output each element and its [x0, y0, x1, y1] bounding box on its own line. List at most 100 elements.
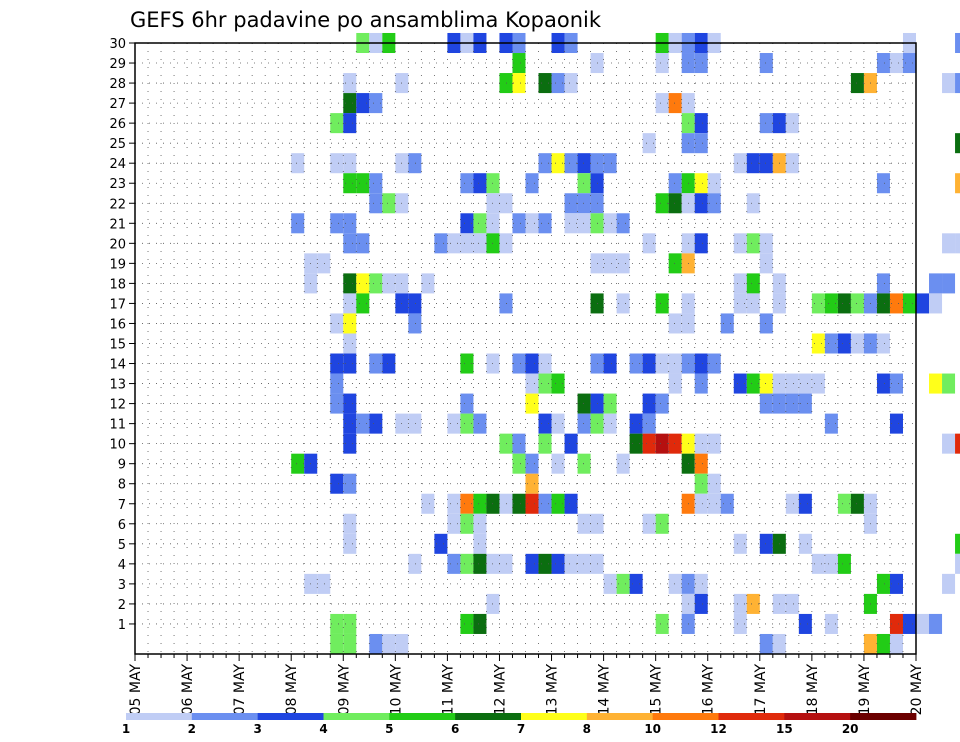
heatmap-cell	[460, 353, 474, 374]
heatmap-cell	[564, 553, 578, 574]
heatmap-cell	[629, 353, 643, 374]
heatmap-cell	[512, 433, 526, 454]
heatmap-cell	[694, 113, 708, 134]
heatmap-cell	[551, 553, 565, 574]
heatmap-cell	[330, 113, 344, 134]
legend-label: 6	[451, 722, 459, 736]
heatmap-cell	[902, 293, 916, 314]
heatmap-cell	[343, 113, 357, 134]
heatmap-cell	[356, 293, 370, 314]
heatmap-cell	[473, 513, 487, 534]
heatmap-cell	[668, 433, 682, 454]
heatmap-cell	[343, 353, 357, 374]
heatmap-cell	[538, 73, 552, 94]
heatmap-cell	[564, 193, 578, 214]
heatmap-cell	[564, 73, 578, 94]
x-axis: 05 MAY 06 MAY 07 MAY 08 MAY 09 MAY 10 MAY 11 M…	[128, 654, 925, 715]
heatmap-cell	[642, 513, 656, 534]
x-tick-label: 18 MAY	[805, 664, 821, 716]
heatmap-cell	[929, 293, 943, 314]
heatmap-cell	[955, 133, 960, 154]
heatmap-cell	[916, 293, 930, 314]
heatmap-cell	[616, 453, 630, 474]
heatmap-cell	[343, 613, 357, 634]
legend-label: 7	[517, 722, 525, 736]
y-tick-label: 6	[118, 518, 126, 533]
heatmap-cell	[642, 433, 656, 454]
heatmap-cell	[525, 173, 539, 194]
legend-label: 10	[644, 722, 661, 736]
heatmap-cell	[343, 213, 357, 234]
heatmap-cell	[876, 53, 890, 74]
heatmap-cell	[525, 213, 539, 234]
heatmap-cell	[642, 233, 656, 254]
heatmap-cell	[824, 613, 838, 634]
heatmap-cell	[343, 153, 357, 174]
x-tick-label: 09 MAY	[336, 664, 352, 716]
heatmap-cell	[408, 413, 422, 434]
legend-label: 2	[188, 722, 196, 736]
heatmap-cell	[330, 313, 344, 334]
heatmap-cell	[408, 293, 422, 314]
heatmap-cell	[694, 493, 708, 514]
heatmap-cell	[343, 633, 357, 654]
legend-label: 1	[122, 722, 130, 736]
heatmap-cell	[811, 333, 825, 354]
heatmap-cell	[447, 553, 461, 574]
heatmap-cell	[889, 633, 903, 654]
heatmap-cell	[291, 153, 305, 174]
x-tick-label: 20 MAY	[909, 664, 925, 716]
heatmap-cell	[955, 173, 960, 194]
legend-label: 4	[319, 722, 327, 736]
heatmap-cell	[551, 453, 565, 474]
heatmap-cell	[369, 173, 383, 194]
heatmap-cell	[655, 193, 669, 214]
heatmap-cell	[668, 313, 682, 334]
heatmap-cell	[642, 393, 656, 414]
heatmap-cell	[694, 353, 708, 374]
y-tick-label: 30	[109, 37, 126, 52]
y-tick-label: 24	[109, 157, 126, 172]
y-tick-label: 1	[118, 618, 126, 633]
y-tick-label: 13	[109, 378, 126, 393]
heatmap-cell	[798, 533, 812, 554]
heatmap-cell	[811, 553, 825, 574]
y-tick-label: 10	[109, 438, 126, 453]
heatmap-cells	[291, 32, 960, 654]
heatmap-cell	[421, 493, 435, 514]
heatmap-cell	[837, 553, 851, 574]
heatmap-cell	[707, 473, 721, 494]
y-tick-label: 11	[109, 418, 126, 433]
heatmap-cell	[473, 233, 487, 254]
heatmap-cell	[694, 373, 708, 394]
heatmap-cell	[512, 353, 526, 374]
legend-swatch	[389, 713, 456, 720]
heatmap-cell	[720, 493, 734, 514]
heatmap-cell	[902, 613, 916, 634]
heatmap-cell	[850, 493, 864, 514]
heatmap-cell	[551, 413, 565, 434]
heatmap-cell	[330, 353, 344, 374]
heatmap-cell	[603, 353, 617, 374]
heatmap-cell	[616, 253, 630, 274]
heatmap-cell	[538, 553, 552, 574]
heatmap-cell	[759, 633, 773, 654]
heatmap-cell	[655, 433, 669, 454]
heatmap-cell	[343, 73, 357, 94]
heatmap-cell	[759, 393, 773, 414]
heatmap-cell	[551, 73, 565, 94]
legend-label: 5	[385, 722, 393, 736]
heatmap-cell	[837, 293, 851, 314]
x-tick-label: 07 MAY	[232, 664, 248, 716]
x-tick-label: 08 MAY	[284, 664, 300, 716]
heatmap-cell	[955, 433, 960, 454]
heatmap-cell	[460, 493, 474, 514]
heatmap-cell	[655, 393, 669, 414]
heatmap-cell	[955, 553, 960, 574]
heatmap-cell	[655, 513, 669, 534]
heatmap-cell	[330, 633, 344, 654]
heatmap-cell	[473, 213, 487, 234]
heatmap-cell	[785, 373, 799, 394]
heatmap-cell	[460, 173, 474, 194]
heatmap-cell	[942, 433, 956, 454]
